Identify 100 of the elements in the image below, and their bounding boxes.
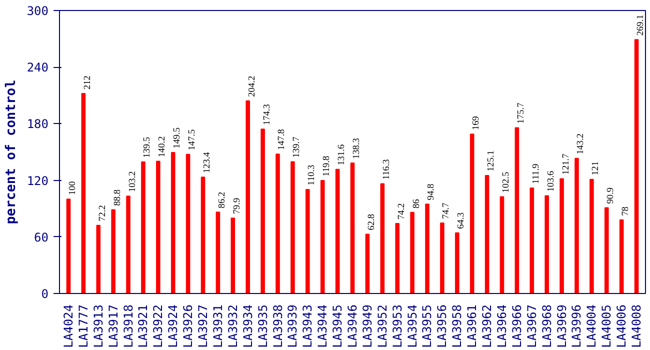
data-label: 147.8: [277, 128, 288, 150]
bar: [380, 183, 385, 294]
x-tick-label: LA3943: [300, 304, 315, 348]
data-label: 103.6: [546, 170, 556, 192]
data-label: 86: [412, 198, 422, 208]
x-tick-label: LA3954: [405, 304, 420, 348]
data-label: 72.2: [98, 204, 108, 222]
x-tick-label: LA1777: [76, 304, 90, 348]
data-label: 204.2: [247, 76, 258, 97]
bar: [320, 180, 325, 294]
data-label: 175.7: [516, 102, 526, 124]
data-label: 100: [68, 180, 78, 196]
x-tick-label: LA3932: [226, 304, 240, 348]
bar: [514, 127, 520, 294]
x-tick-label: LA3961: [465, 304, 480, 348]
bar: [440, 222, 444, 294]
x-tick-label: LA3964: [494, 304, 509, 348]
bar: [425, 204, 430, 294]
bar: [216, 212, 220, 294]
bar: [111, 209, 116, 294]
x-tick-label: LA3958: [450, 304, 464, 348]
bar: [335, 168, 340, 294]
bar: [530, 187, 534, 294]
data-label: 138.3: [352, 138, 362, 160]
data-label: 74.7: [442, 202, 452, 220]
bar: [170, 152, 176, 294]
data-label: 123.4: [202, 152, 213, 174]
data-label: 139.5: [142, 136, 153, 158]
data-label: 269.1: [636, 14, 646, 36]
data-label: 121.7: [561, 153, 572, 175]
x-tick-label: LA3996: [570, 304, 584, 348]
x-tick-label: LA3967: [524, 304, 539, 348]
data-label: 121: [591, 161, 602, 176]
bar: [500, 196, 504, 294]
bar: [276, 154, 280, 294]
y-tick-label: 120: [26, 174, 49, 188]
x-tick-label: LA3924: [166, 304, 180, 348]
bar: [574, 158, 579, 294]
x-tick-label: LA3939: [286, 304, 300, 348]
bar: [544, 195, 549, 294]
y-tick-label: 0: [41, 287, 49, 301]
bar: [395, 223, 400, 294]
x-tick-label: LA3966: [510, 304, 524, 348]
bar: [410, 212, 414, 294]
data-label: 110.3: [307, 164, 318, 186]
bar: [350, 162, 355, 294]
bar: [470, 134, 474, 294]
data-label: 78: [621, 206, 632, 216]
data-label: 169: [472, 116, 482, 130]
bar: [604, 207, 609, 294]
data-label: 125.1: [486, 150, 497, 172]
x-tick-label: LA3956: [435, 304, 450, 348]
bar: [246, 100, 250, 294]
x-tick-label: LA4006: [614, 304, 629, 348]
data-label: 64.3: [456, 212, 467, 229]
data-label: 79.9: [232, 197, 242, 214]
bar: [560, 178, 564, 294]
bar: [230, 218, 236, 294]
data-label: 143.2: [576, 133, 586, 154]
data-label: 174.3: [262, 104, 272, 126]
x-tick-label: LA3918: [121, 304, 136, 348]
y-tick-label: 180: [26, 117, 49, 132]
data-label: 139.7: [292, 136, 302, 158]
x-tick-label: LA3938: [270, 304, 285, 348]
bar: [590, 178, 594, 294]
y-tick-label: 240: [26, 60, 49, 75]
data-label: 140.2: [158, 136, 168, 158]
data-label: 94.8: [426, 183, 437, 200]
x-tick-label: LA3946: [346, 304, 360, 348]
data-label: 103.2: [128, 170, 138, 192]
bar: [306, 188, 310, 294]
y-tick-label: 60: [34, 230, 49, 244]
x-tick-label: LA3926: [181, 304, 196, 348]
x-tick-label: LA4004: [584, 304, 599, 348]
data-label: 62.8: [366, 214, 377, 230]
bar: [126, 196, 130, 294]
x-tick-label: LA3968: [540, 304, 554, 348]
x-tick-label: LA3922: [151, 304, 166, 348]
bar: [96, 224, 101, 294]
bar: [619, 219, 624, 294]
bar: [634, 39, 639, 294]
bar: [200, 176, 206, 294]
x-tick-label: LA3969: [554, 304, 569, 348]
x-tick-label: LA4005: [600, 304, 614, 348]
y-axis-title: percent of control: [4, 80, 19, 224]
x-tick-label: LA3921: [136, 304, 150, 348]
bar: [81, 93, 86, 294]
bar: [365, 234, 370, 294]
bar: [484, 174, 490, 294]
x-tick-label: LA3927: [196, 304, 210, 348]
data-label: 116.3: [382, 158, 392, 180]
data-label: 102.5: [501, 171, 512, 193]
x-tick-label: LA3917: [106, 304, 120, 348]
data-label: 149.5: [172, 127, 183, 148]
bar: [156, 160, 160, 294]
x-tick-label: LA3949: [360, 304, 374, 348]
x-tick-label: LA4008: [630, 304, 644, 348]
data-label: 111.9: [531, 163, 542, 184]
x-tick-label: LA4024: [61, 304, 76, 348]
data-label: 74.2: [396, 202, 407, 220]
